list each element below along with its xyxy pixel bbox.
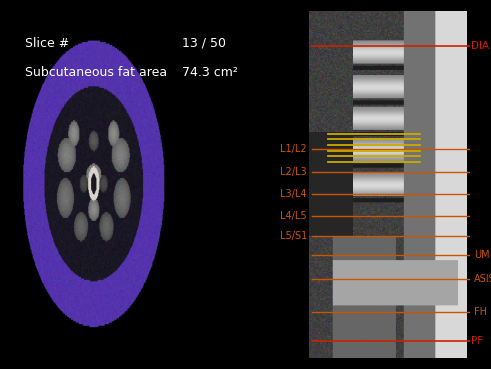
Text: UM: UM [474, 249, 490, 260]
Text: PF: PF [471, 336, 484, 346]
Text: L1/L2: L1/L2 [280, 144, 307, 155]
Text: DIA: DIA [471, 41, 490, 51]
Text: L2/L3: L2/L3 [280, 166, 307, 177]
Text: L5/S1: L5/S1 [280, 231, 307, 241]
Text: Slice #: Slice # [25, 37, 69, 50]
Text: 13 / 50: 13 / 50 [182, 37, 226, 50]
Text: ASIS: ASIS [474, 273, 491, 284]
Text: FH: FH [474, 307, 487, 317]
Text: Subcutaneous fat area: Subcutaneous fat area [25, 66, 166, 79]
Text: L3/L4: L3/L4 [280, 189, 307, 199]
Text: 74.3 cm²: 74.3 cm² [182, 66, 238, 79]
Text: L4/L5: L4/L5 [280, 211, 307, 221]
